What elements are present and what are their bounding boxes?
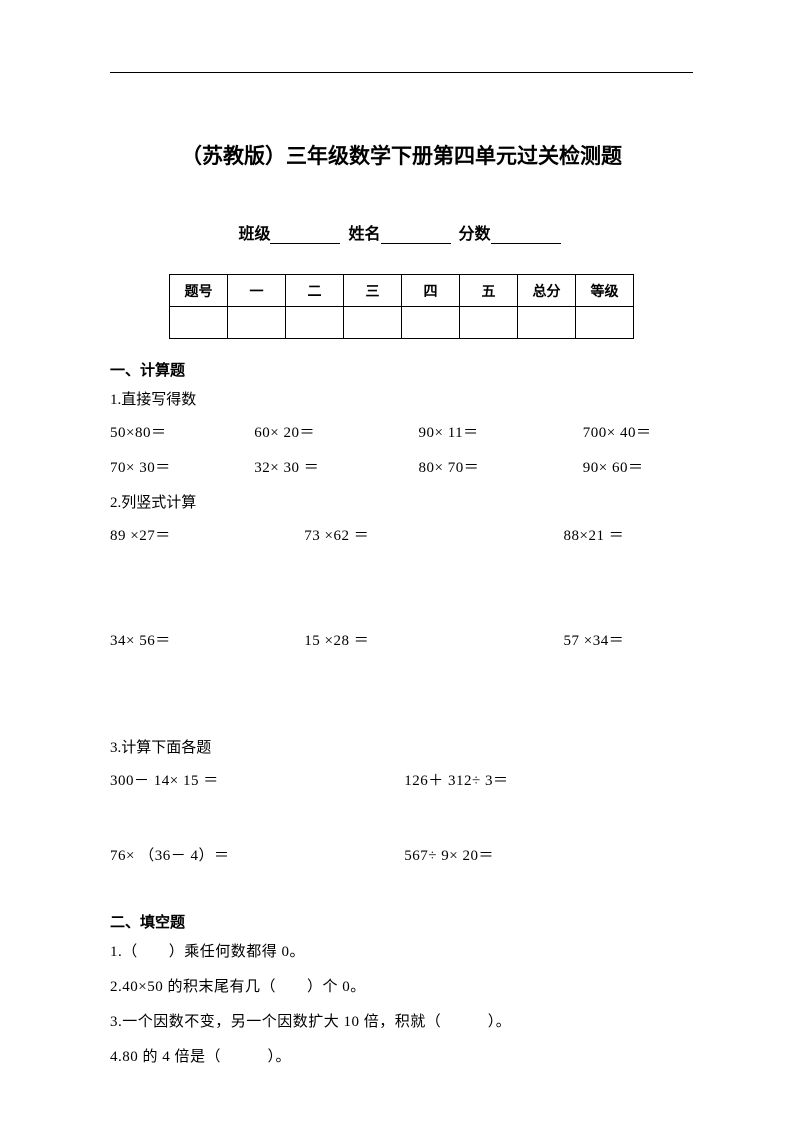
calc-row: 89 ×27＝ 73 ×62 ＝ 88×21 ＝	[110, 524, 693, 545]
calc-item: 90× 11＝	[419, 421, 579, 442]
header-cell: 五	[460, 275, 518, 307]
calc-item: 34× 56＝	[110, 629, 300, 650]
calc-item: 50×80＝	[110, 421, 250, 442]
section-1-heading: 一、计算题	[110, 359, 693, 380]
calc-item: 15 ×28 ＝	[304, 629, 559, 650]
header-cell: 等级	[576, 275, 634, 307]
fill-item: 2.40×50 的积末尾有几（ ）个 0。	[110, 975, 693, 996]
empty-cell	[286, 307, 344, 339]
empty-cell	[170, 307, 228, 339]
calc-item: 80× 70＝	[419, 456, 579, 477]
top-divider	[110, 72, 693, 73]
score-blank	[491, 226, 561, 244]
fill-item: 1.（ ）乘任何数都得 0。	[110, 940, 693, 961]
calc-item: 73 ×62 ＝	[304, 524, 559, 545]
header-cell: 题号	[170, 275, 228, 307]
header-cell: 三	[344, 275, 402, 307]
header-cell: 四	[402, 275, 460, 307]
section-2-heading: 二、填空题	[110, 911, 693, 932]
calc-item: 300－ 14× 15 ＝	[110, 769, 400, 790]
score-table-empty-row	[170, 307, 634, 339]
score-table-header-row: 题号 一 二 三 四 五 总分 等级	[170, 275, 634, 307]
student-info-line: 班级 姓名 分数	[110, 220, 693, 244]
calc-item: 88×21 ＝	[564, 524, 674, 545]
vertical-space	[110, 559, 693, 629]
calc-item: 70× 30＝	[110, 456, 250, 477]
calc-item: 32× 30 ＝	[254, 456, 414, 477]
calc-item: 126＋ 312÷ 3＝	[404, 769, 654, 790]
class-label: 班级	[238, 226, 270, 243]
header-cell: 二	[286, 275, 344, 307]
empty-cell	[518, 307, 576, 339]
empty-cell	[402, 307, 460, 339]
calc-row: 50×80＝ 60× 20＝ 90× 11＝ 700× 40＝	[110, 421, 693, 442]
calc-row: 70× 30＝ 32× 30 ＝ 80× 70＝ 90× 60＝	[110, 456, 693, 477]
class-blank	[270, 226, 340, 244]
calc-row: 76× （36－ 4）＝ 567÷ 9× 20＝	[110, 844, 693, 865]
empty-cell	[576, 307, 634, 339]
empty-cell	[460, 307, 518, 339]
vertical-space	[110, 664, 693, 734]
calc-row: 34× 56＝ 15 ×28 ＝ 57 ×34＝	[110, 629, 693, 650]
name-label: 姓名	[348, 226, 380, 243]
calc-item: 60× 20＝	[254, 421, 414, 442]
calc-item: 700× 40＝	[583, 421, 693, 442]
calc-item: 76× （36－ 4）＝	[110, 844, 400, 865]
q3-label: 3.计算下面各题	[110, 736, 693, 757]
calc-row: 300－ 14× 15 ＝ 126＋ 312÷ 3＝	[110, 769, 693, 790]
vertical-space	[110, 879, 693, 903]
score-label: 分数	[459, 226, 491, 243]
score-table: 题号 一 二 三 四 五 总分 等级	[169, 274, 634, 339]
empty-cell	[228, 307, 286, 339]
empty-cell	[344, 307, 402, 339]
fill-item: 4.80 的 4 倍是（ ）。	[110, 1045, 693, 1066]
calc-item: 89 ×27＝	[110, 524, 300, 545]
name-blank	[381, 226, 451, 244]
calc-item: 567÷ 9× 20＝	[404, 844, 654, 865]
vertical-space	[110, 804, 693, 844]
header-cell: 总分	[518, 275, 576, 307]
q1-label: 1.直接写得数	[110, 388, 693, 409]
document-title: （苏教版）三年级数学下册第四单元过关检测题	[110, 140, 693, 170]
calc-item: 90× 60＝	[583, 456, 693, 477]
q2-label: 2.列竖式计算	[110, 491, 693, 512]
header-cell: 一	[228, 275, 286, 307]
calc-item: 57 ×34＝	[564, 629, 674, 650]
fill-item: 3.一个因数不变，另一个因数扩大 10 倍，积就（ ）。	[110, 1010, 693, 1031]
